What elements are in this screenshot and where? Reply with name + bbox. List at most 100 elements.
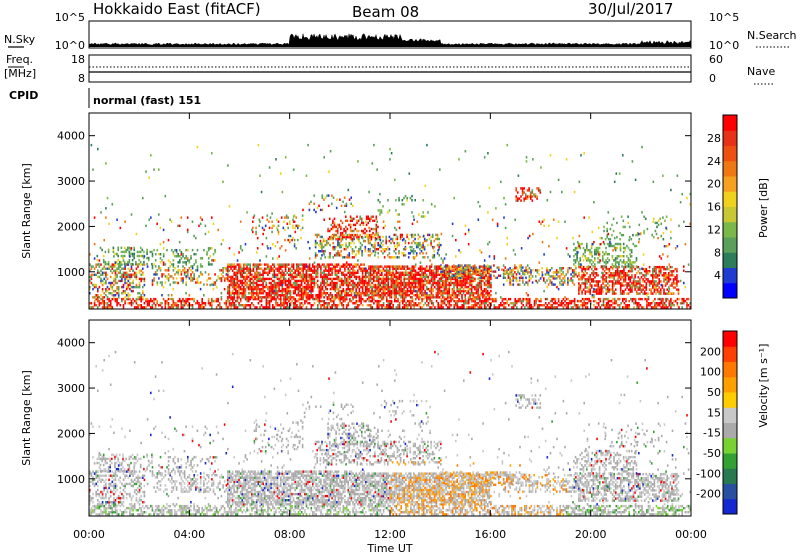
heatmap-cell (186, 297, 189, 301)
heatmap-cell (557, 304, 560, 307)
heatmap-cell (581, 297, 584, 301)
heatmap-cell (151, 265, 154, 268)
heatmap-cell (312, 297, 314, 301)
heatmap-cell (334, 285, 337, 289)
heatmap-cell (590, 246, 593, 250)
heatmap-cell (125, 275, 128, 279)
heatmap-cell (623, 274, 625, 277)
heatmap-cell (477, 296, 479, 299)
heatmap-cell (376, 273, 378, 277)
heatmap-cell (372, 269, 375, 272)
heatmap-cell (674, 299, 677, 303)
heatmap-cell (265, 297, 268, 301)
heatmap-cell (580, 299, 582, 303)
heatmap-cell (337, 271, 340, 275)
heatmap-cell (302, 279, 304, 283)
heatmap-cell (510, 270, 513, 273)
heatmap-cell (555, 269, 558, 272)
heatmap-cell (510, 283, 513, 286)
heatmap-cell (658, 267, 660, 271)
heatmap-cell (268, 277, 271, 281)
heatmap-cell (536, 195, 538, 198)
heatmap-cell (392, 267, 394, 270)
heatmap-cell (390, 292, 393, 295)
heatmap-cell (646, 306, 648, 309)
heatmap-cell (461, 279, 463, 283)
heatmap-cell (456, 268, 458, 271)
heatmap-cell (140, 269, 142, 272)
heatmap-cell (123, 246, 126, 250)
heatmap-cell (398, 304, 401, 307)
heatmap-cell (162, 273, 165, 276)
heatmap-cell (507, 273, 510, 276)
heatmap-cell (335, 233, 337, 237)
heatmap-cell (466, 279, 468, 283)
heatmap-cell (370, 227, 373, 231)
heatmap-cell (259, 267, 261, 270)
heatmap-cell (361, 217, 363, 221)
heatmap-cell (292, 296, 295, 299)
heatmap-cell (422, 243, 424, 247)
heatmap-cell (456, 296, 458, 299)
heatmap-cell (652, 276, 654, 279)
heatmap-cell (676, 280, 678, 283)
nsearch-tick-bottom: 10^0 (709, 39, 739, 52)
heatmap-cell (622, 297, 624, 301)
heatmap-cell (228, 292, 231, 295)
heatmap-cell (337, 252, 339, 255)
heatmap-cell (374, 265, 377, 268)
heatmap-cell (320, 289, 322, 293)
heatmap-cell (89, 302, 91, 305)
heatmap-cell (212, 299, 215, 303)
heatmap-cell (368, 283, 370, 287)
heatmap-cell (663, 267, 665, 271)
heatmap-cell (455, 304, 457, 307)
heatmap-cell (323, 275, 325, 279)
heatmap-cell (340, 294, 343, 297)
heatmap-cell (288, 306, 290, 309)
heatmap-cell (638, 302, 640, 305)
heatmap-cell (291, 275, 293, 279)
heatmap-cell (440, 294, 442, 297)
heatmap-cell (400, 271, 402, 275)
heatmap-cell (430, 265, 433, 268)
heatmap-cell (336, 231, 339, 235)
heatmap-cell (435, 265, 438, 268)
heatmap-cell (389, 299, 391, 303)
heatmap-cell (358, 239, 360, 243)
heatmap-cell (503, 306, 505, 309)
heatmap-cell (271, 279, 274, 283)
heatmap-cell (437, 273, 439, 277)
heatmap-cell (437, 285, 439, 289)
heatmap-cell (438, 248, 440, 251)
heatmap-cell (256, 306, 258, 309)
heatmap-cell (605, 297, 608, 301)
heatmap-cell (320, 265, 322, 268)
heatmap-cell (312, 265, 314, 268)
heatmap-cell (129, 273, 131, 277)
heatmap-cell (207, 297, 210, 301)
heatmap-cell (182, 281, 184, 284)
heatmap-cell (399, 235, 402, 239)
heatmap-cell (381, 287, 383, 291)
heatmap-cell (363, 279, 365, 283)
heatmap-cell (485, 302, 488, 305)
heatmap-cell (656, 276, 659, 279)
heatmap-cell (664, 267, 667, 271)
heatmap-cell (154, 253, 157, 256)
heatmap-cell (116, 297, 118, 301)
heatmap-cell (593, 299, 595, 303)
heatmap-cell (412, 250, 415, 253)
heatmap-cell (517, 297, 520, 301)
heatmap-cell (411, 267, 414, 270)
heatmap-cell (669, 265, 672, 269)
heatmap-cell (574, 261, 577, 264)
heatmap-cell (368, 279, 370, 283)
heatmap-cell (355, 287, 357, 291)
heatmap-cell (613, 278, 615, 281)
heatmap-cell (589, 261, 591, 264)
heatmap-cell (663, 288, 665, 291)
heatmap-cell (124, 281, 126, 285)
heatmap-cell (546, 279, 548, 282)
heatmap-cell (517, 191, 519, 194)
